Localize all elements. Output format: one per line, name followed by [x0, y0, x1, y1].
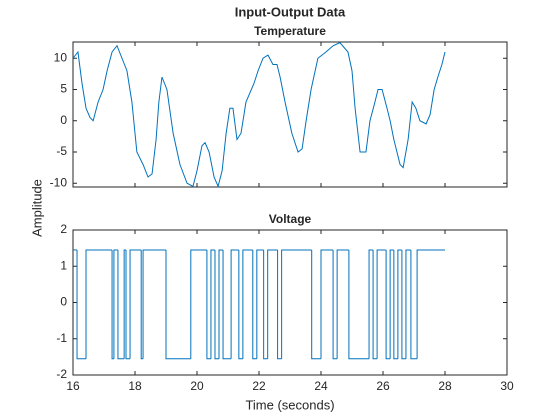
step-segment [372, 249, 378, 360]
step-segment [416, 249, 445, 359]
y-tick-label: -5 [56, 144, 67, 158]
y-tick-label: 2 [60, 222, 67, 236]
step-segment [397, 249, 402, 359]
y-tick-label: 10 [54, 50, 68, 64]
step-segment [190, 249, 207, 359]
y-tick-label: 1 [60, 258, 67, 272]
x-tick-label: 20 [190, 379, 204, 393]
step-segment [410, 249, 418, 360]
subplot-title: Temperature [254, 24, 326, 38]
step-segment [320, 249, 334, 359]
y-tick-label: -2 [56, 367, 67, 381]
x-tick-label: 26 [376, 379, 390, 393]
figure-title: Input-Output Data [235, 4, 346, 19]
step-segment [142, 249, 166, 359]
step-segment [332, 249, 338, 360]
step-segment [385, 249, 391, 360]
x-tick-label: 28 [438, 379, 452, 393]
step-segment [405, 249, 411, 359]
step-segment [117, 249, 125, 360]
step-segment [263, 249, 268, 360]
step-segment [311, 249, 321, 360]
step-segment [336, 249, 349, 359]
step-segment [277, 249, 282, 360]
step-segment [140, 249, 144, 360]
x-tick-label: 16 [66, 379, 80, 393]
step-segment [242, 249, 253, 359]
y-axis-label: Amplitude [29, 179, 44, 237]
step-segment [218, 249, 224, 359]
step-segment [252, 249, 257, 360]
step-segment [230, 249, 239, 359]
step-segment [267, 249, 278, 359]
step-segment [368, 249, 374, 359]
step-segment [76, 249, 87, 360]
x-tick-label: 24 [314, 379, 328, 393]
step-segment [214, 249, 220, 360]
step-segment [222, 249, 232, 360]
y-tick-label: 5 [60, 82, 67, 96]
step-segment [123, 249, 127, 359]
step-segment [129, 249, 142, 359]
step-segment [85, 249, 113, 359]
y-tick-label: 0 [60, 113, 67, 127]
step-segment [281, 249, 312, 359]
step-segment [401, 249, 406, 360]
y-tick-label: -1 [56, 331, 67, 345]
step-segment [165, 249, 191, 360]
data-line [72, 42, 446, 188]
plot-area [72, 41, 508, 188]
step-segment [238, 249, 243, 360]
x-axis-label: Time (seconds) [245, 397, 334, 412]
step-segment [125, 249, 131, 360]
x-tick-label: 30 [500, 379, 514, 393]
step-segment [111, 249, 114, 360]
x-tick-label: 18 [128, 379, 142, 393]
step-segment [376, 249, 387, 359]
step-segment [113, 249, 118, 359]
y-tick-label: -10 [50, 175, 68, 189]
x-tick-label: 22 [252, 379, 266, 393]
step-segment [206, 249, 211, 360]
step-segment [256, 249, 264, 359]
subplot-title: Voltage [269, 212, 312, 226]
plot-area [72, 229, 508, 376]
step-segment [389, 249, 394, 359]
step-segment [393, 249, 398, 360]
step-segment [210, 249, 215, 359]
step-segment [348, 249, 370, 360]
y-tick-label: 0 [60, 295, 67, 309]
